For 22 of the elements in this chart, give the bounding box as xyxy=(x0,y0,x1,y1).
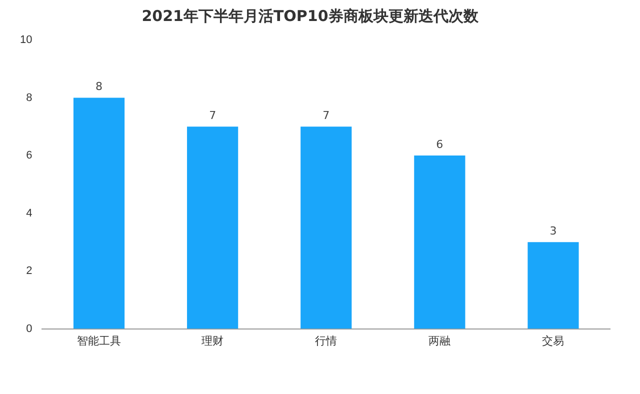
y-tick-label: 4 xyxy=(26,207,32,220)
x-tick-label: 行情 xyxy=(315,334,338,348)
x-tick-label: 理财 xyxy=(202,334,224,348)
data-label: 6 xyxy=(436,138,444,151)
bar xyxy=(414,156,466,329)
data-label: 7 xyxy=(322,109,330,122)
x-tick-label: 两融 xyxy=(428,335,451,348)
data-label: 3 xyxy=(550,224,557,238)
y-tick-label: 2 xyxy=(26,265,32,278)
y-tick-label: 6 xyxy=(26,150,32,162)
x-tick-label: 智能工具 xyxy=(77,334,122,348)
y-tick-label: 8 xyxy=(26,92,32,104)
bar xyxy=(528,242,579,329)
x-tick-label: 交易 xyxy=(542,334,564,348)
bar xyxy=(73,98,125,329)
data-label: 7 xyxy=(209,109,216,122)
y-tick-label: 0 xyxy=(26,322,32,335)
data-label: 8 xyxy=(96,80,103,94)
chart-title: 2021年下半年月活TOP10券商板块更新迭代次数 xyxy=(142,6,480,25)
bar xyxy=(187,126,238,329)
y-tick-label: 10 xyxy=(20,34,32,46)
bar xyxy=(300,126,352,329)
